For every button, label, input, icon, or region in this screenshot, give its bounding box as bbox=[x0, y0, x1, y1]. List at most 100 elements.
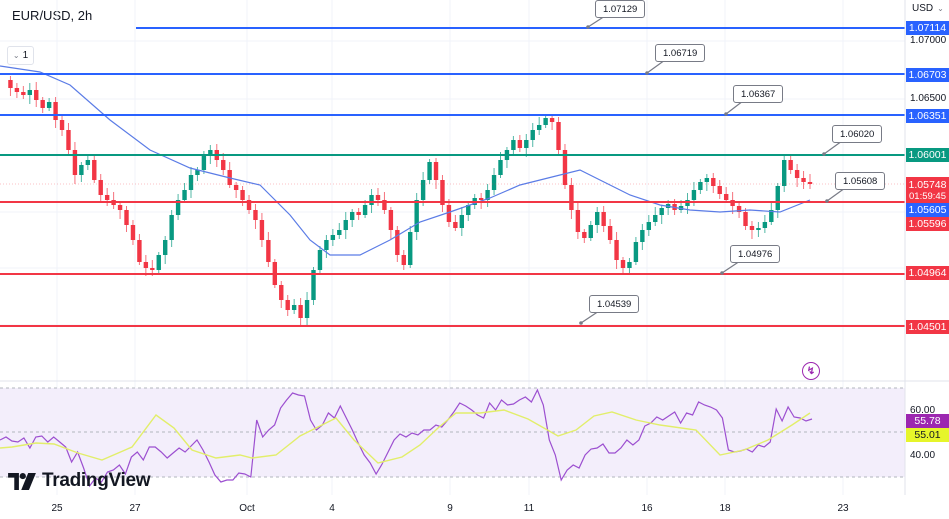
candle-body bbox=[8, 80, 13, 88]
candle-body bbox=[298, 305, 303, 318]
candle-body bbox=[40, 100, 45, 108]
candle-body bbox=[466, 205, 471, 215]
price-callout[interactable]: 1.06719 bbox=[655, 44, 706, 62]
candle-body bbox=[201, 155, 207, 170]
price-callout[interactable]: 1.05608 bbox=[835, 172, 886, 190]
moving-average-line bbox=[0, 65, 811, 256]
price-label: 1.06001 bbox=[906, 148, 949, 162]
symbol-title[interactable]: EUR/USD, 2h bbox=[12, 8, 93, 23]
candle-body bbox=[259, 220, 265, 240]
candle-body bbox=[414, 200, 419, 232]
candle-body bbox=[691, 190, 697, 200]
time-tick: 23 bbox=[837, 503, 849, 514]
candle-body bbox=[620, 260, 626, 268]
candle-body bbox=[530, 130, 535, 140]
price-tick: 1.06500 bbox=[910, 93, 947, 104]
candle-body bbox=[130, 225, 136, 240]
time-tick: 18 bbox=[719, 503, 731, 514]
candle-body bbox=[588, 225, 593, 238]
price-callout[interactable]: 1.04976 bbox=[730, 245, 781, 263]
tradingview-logo[interactable]: TradingView bbox=[8, 470, 151, 492]
candle-body bbox=[549, 118, 555, 122]
candle-body bbox=[543, 118, 548, 125]
rsi-tick: 60.00 bbox=[910, 405, 936, 416]
price-label: 1.05596 bbox=[906, 217, 949, 231]
price-label: 1.06703 bbox=[906, 68, 949, 82]
last-price-value: 1.05748 bbox=[908, 178, 947, 191]
candle-body bbox=[253, 210, 258, 220]
currency-selector[interactable]: USD ⌄ bbox=[912, 3, 944, 14]
candle-body bbox=[311, 270, 316, 300]
candle-body bbox=[775, 186, 780, 210]
candle-body bbox=[756, 228, 761, 230]
candle-body bbox=[150, 268, 155, 270]
candle-body bbox=[408, 232, 413, 265]
candle-body bbox=[794, 170, 800, 178]
candle-body bbox=[736, 206, 742, 212]
price-label: 1.07114 bbox=[906, 21, 949, 35]
candle-body bbox=[221, 160, 226, 170]
candle-body bbox=[246, 200, 252, 210]
candle-body bbox=[175, 200, 181, 215]
candle-body bbox=[511, 140, 516, 150]
candle-body bbox=[182, 190, 187, 200]
rsi-tick: 40.00 bbox=[910, 450, 936, 461]
candle-body bbox=[21, 92, 26, 95]
time-tick: 9 bbox=[447, 503, 453, 514]
candle-body bbox=[659, 208, 664, 215]
candle-body bbox=[304, 300, 310, 318]
candle-body bbox=[46, 102, 52, 108]
candle-body bbox=[92, 160, 97, 180]
candle-body bbox=[375, 195, 381, 200]
candle-body bbox=[640, 230, 645, 242]
candle-body bbox=[395, 230, 400, 255]
candle-body bbox=[485, 190, 490, 200]
candle-body bbox=[743, 212, 748, 226]
candle-body bbox=[143, 262, 149, 268]
candle-body bbox=[66, 130, 71, 150]
candle-body bbox=[208, 150, 213, 155]
candle-body bbox=[595, 212, 600, 225]
time-tick: Oct bbox=[239, 503, 255, 514]
collapse-button[interactable]: ⌄ 1 bbox=[7, 46, 34, 65]
candle-body bbox=[349, 212, 355, 220]
price-callout[interactable]: 1.07129 bbox=[595, 0, 646, 18]
candle-body bbox=[569, 185, 574, 210]
price-label: 1.06351 bbox=[906, 109, 949, 123]
price-tick: 1.07000 bbox=[910, 35, 947, 46]
candle-body bbox=[85, 160, 91, 165]
candle-body bbox=[34, 90, 39, 100]
price-label: 1.04501 bbox=[906, 320, 949, 334]
candle-body bbox=[575, 210, 581, 232]
candle-body bbox=[233, 185, 239, 190]
candle-body bbox=[498, 160, 503, 175]
candle-body bbox=[446, 205, 452, 222]
candle-body bbox=[491, 175, 497, 190]
currency-label: USD bbox=[912, 3, 934, 14]
candle-body bbox=[614, 240, 619, 260]
candle-body bbox=[117, 205, 123, 210]
alert-lightning-icon[interactable]: ↯ bbox=[802, 362, 820, 380]
candle-body bbox=[27, 90, 32, 95]
candle-body bbox=[124, 210, 129, 225]
candle-body bbox=[607, 226, 613, 240]
candle-body bbox=[195, 170, 200, 175]
price-callout[interactable]: 1.04539 bbox=[589, 295, 640, 313]
time-tick: 27 bbox=[129, 503, 141, 514]
bar-countdown: 01:59:45 bbox=[909, 190, 946, 202]
candle-body bbox=[704, 178, 710, 182]
chevron-down-icon: ⌄ bbox=[12, 51, 20, 60]
candle-body bbox=[582, 232, 587, 238]
price-callout[interactable]: 1.06020 bbox=[832, 125, 883, 143]
candle-body bbox=[388, 210, 394, 230]
candle-body bbox=[556, 122, 561, 150]
price-callout[interactable]: 1.06367 bbox=[733, 85, 784, 103]
candle-body bbox=[72, 150, 78, 175]
candle-body bbox=[536, 125, 542, 130]
candle-body bbox=[807, 182, 813, 184]
candle-body bbox=[433, 162, 439, 180]
candle-body bbox=[156, 255, 161, 270]
candle-body bbox=[801, 178, 806, 182]
candle-body bbox=[517, 140, 523, 148]
